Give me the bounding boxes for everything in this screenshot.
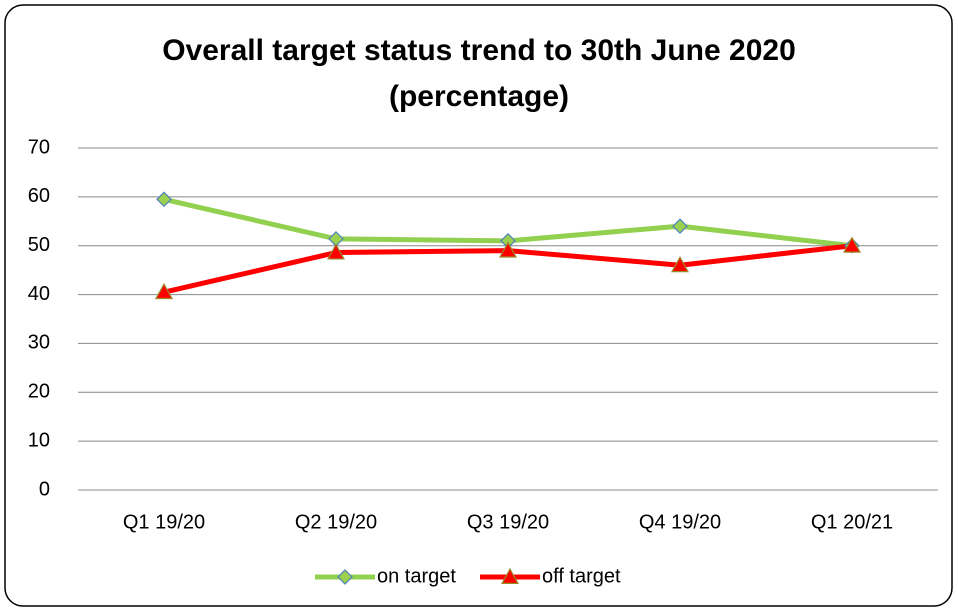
x-tick-label: Q4 19/20	[639, 511, 721, 533]
y-tick-label: 40	[28, 283, 50, 305]
legend-marker	[337, 569, 353, 585]
y-tick-label: 20	[28, 381, 50, 403]
point-marker	[672, 218, 688, 235]
y-tick-label: 30	[28, 332, 50, 354]
point-marker	[156, 191, 172, 208]
x-tick-label: Q2 19/20	[295, 511, 377, 533]
y-tick-label: 10	[28, 429, 50, 451]
legend-marker	[500, 567, 520, 584]
point-marker	[670, 256, 690, 273]
y-tick-label: 60	[28, 185, 50, 207]
y-tick-label: 50	[28, 234, 50, 256]
x-tick-label: Q3 19/20	[467, 511, 549, 533]
legend-label: off target	[542, 565, 621, 587]
chart-title: Overall target status trend to 30th June…	[162, 34, 796, 113]
chart-border	[4, 4, 953, 607]
point-marker	[498, 241, 518, 258]
y-tick-label: 70	[28, 136, 50, 158]
x-tick-label: Q1 19/20	[123, 511, 205, 533]
legend-label: on target	[377, 565, 456, 587]
point-marker	[326, 243, 346, 260]
y-tick-label: 0	[39, 478, 50, 500]
x-tick-label: Q1 20/21	[811, 511, 893, 533]
point-marker	[154, 282, 174, 300]
point-marker	[842, 236, 862, 253]
